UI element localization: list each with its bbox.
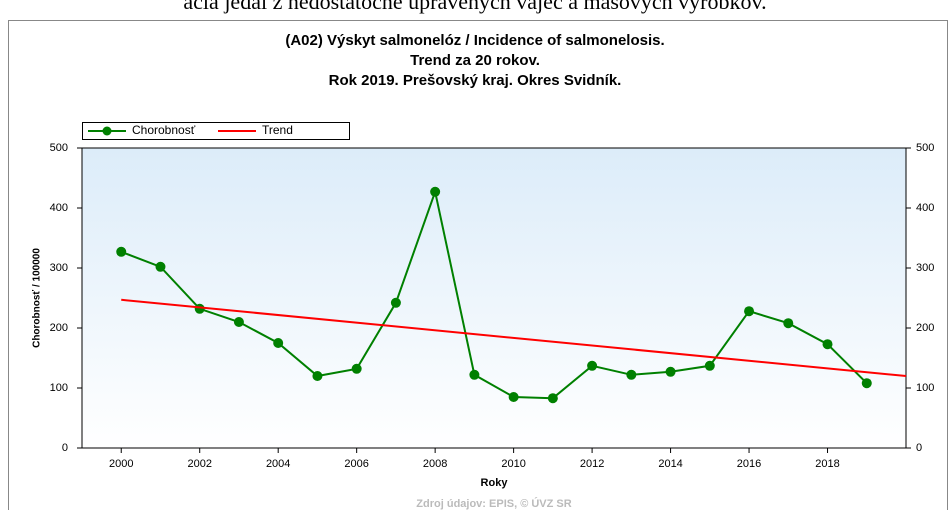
data-point — [547, 393, 558, 404]
plot-area — [81, 147, 907, 449]
data-point — [116, 246, 127, 257]
y-tick-label: 200 — [50, 322, 68, 334]
x-tick-label: 2010 — [501, 458, 525, 470]
data-point — [744, 306, 755, 317]
data-point — [194, 303, 205, 314]
source: Zdroj údajov: EPIS, © ÚVZ SR — [416, 497, 571, 510]
data-point — [430, 186, 441, 197]
y-tick-label: 300 — [50, 262, 68, 274]
series-line — [121, 298, 907, 377]
chart-title: (A02) Výskyt salmonelóz / Incidence of s… — [285, 32, 664, 49]
data-point — [155, 261, 166, 272]
header-text: acia jedál z nedostatočne upravených vaj… — [183, 0, 766, 14]
data-point — [312, 371, 323, 381]
x-tick-label: 2006 — [344, 458, 368, 470]
legend-label: Chorobnosť — [132, 123, 196, 137]
data-point — [233, 317, 244, 327]
data-point — [390, 297, 401, 308]
y2-tick-label: 200 — [916, 322, 934, 334]
legend-marker — [102, 126, 112, 136]
data-point — [704, 360, 715, 371]
x-tick-label: 2004 — [266, 458, 290, 470]
y2-tick-label: 300 — [916, 262, 934, 274]
x-tick-label: 2000 — [109, 458, 133, 470]
y-tick-label: 500 — [50, 142, 68, 154]
data-point — [587, 360, 598, 371]
x-tick-label: 2002 — [187, 458, 211, 470]
y-axis-label: Chorobnosť / 100000 — [32, 248, 43, 348]
x-tick-label: 2014 — [658, 458, 682, 470]
y-tick-label: 100 — [50, 382, 68, 394]
y2-tick-label: 100 — [916, 382, 934, 394]
data-point — [626, 369, 637, 380]
data-point — [822, 339, 833, 350]
y2-tick-label: 0 — [916, 442, 922, 454]
y2-tick-label: 500 — [916, 142, 934, 154]
legend — [82, 122, 350, 140]
x-tick-label: 2018 — [815, 458, 839, 470]
x-axis-label: Roky — [481, 477, 509, 489]
data-point — [508, 392, 519, 402]
data-point — [273, 338, 284, 348]
data-point — [861, 378, 872, 389]
chart-title: Trend za 20 rokov. — [410, 52, 540, 69]
data-point — [351, 363, 362, 374]
series-line — [120, 188, 868, 400]
data-point — [783, 318, 794, 329]
data-point — [469, 369, 480, 380]
data-point — [665, 366, 676, 377]
x-tick-label: 2012 — [580, 458, 604, 470]
legend-label: Trend — [262, 123, 293, 137]
chart-title: Rok 2019. Prešovský kraj. Okres Svidník. — [329, 72, 622, 89]
y-tick-label: 0 — [62, 442, 68, 454]
y-tick-label: 400 — [50, 202, 68, 214]
x-tick-label: 2008 — [423, 458, 447, 470]
y2-tick-label: 400 — [916, 202, 934, 214]
x-tick-label: 2016 — [737, 458, 761, 470]
